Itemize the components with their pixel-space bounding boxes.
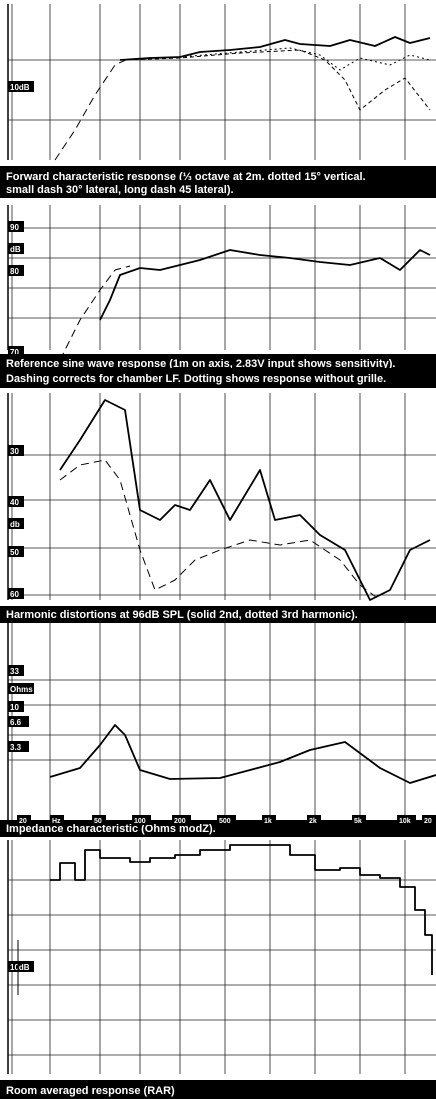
panel-1-series-3 xyxy=(54,57,131,161)
panel-3-series-1 xyxy=(59,459,381,601)
panel-2-caption-0: Reference sine wave response (1m on axis… xyxy=(6,358,395,370)
xtick-label-2: 50 xyxy=(94,818,102,825)
panel-4-caption-0: Impedance characteristic (Ohms modZ). xyxy=(6,823,216,835)
xtick-label-6: 1k xyxy=(264,818,272,825)
panel-1-series-2 xyxy=(119,49,431,111)
panel-2-ylabel-3: 70 xyxy=(10,348,19,357)
panel-2-series-1 xyxy=(59,265,131,361)
panel-4-ylabel-4: 3.3 xyxy=(10,743,22,752)
panel-4-ylabel-2: 10 xyxy=(10,703,19,712)
panel-1-ylabel-0: 10dB xyxy=(10,83,30,92)
panel-2-ylabel-1: dB xyxy=(10,245,21,254)
panel-2-ylabel-2: 80 xyxy=(10,267,19,276)
panel-1-caption-bar-1 xyxy=(0,180,436,198)
panel-4-ylabel-3: 6.6 xyxy=(10,718,22,727)
xtick-box-3 xyxy=(132,815,151,825)
panel-3-ylabel-1: 40 xyxy=(10,498,19,507)
xtick-label-4: 200 xyxy=(174,818,186,825)
panel-3-ylabel-2: db xyxy=(10,520,20,529)
panel-4-ylabel-box-1 xyxy=(8,683,34,694)
panel-2-ylabel-box-3 xyxy=(8,346,24,357)
panel-2-caption-1: Dashing corrects for chamber LF. Dotting… xyxy=(6,373,386,385)
panel-5-caption-0: Room averaged response (RAR) xyxy=(6,1085,175,1097)
panel-3-ylabel-0: 30 xyxy=(10,447,19,456)
xtick-label-1: Hz xyxy=(52,818,61,825)
xtick-label-10: 20 xyxy=(424,818,432,825)
panel-3-ylabel-box-3 xyxy=(8,546,24,557)
xtick-box-5 xyxy=(217,815,236,825)
panel-3-ylabel-box-0 xyxy=(8,445,24,456)
panel-3-ylabel-box-4 xyxy=(8,588,24,599)
xtick-label-3: 100 xyxy=(134,818,146,825)
panel-3-ylabel-box-1 xyxy=(8,496,24,507)
panel-1-series-1 xyxy=(119,47,431,71)
panel-4-ylabel-box-3 xyxy=(8,716,29,727)
panel-4-ylabel-1: Ohms xyxy=(10,685,33,694)
xtick-box-6 xyxy=(262,815,276,825)
xtick-label-7: 2k xyxy=(309,818,317,825)
panel-1-caption-1: small dash 30° lateral, long dash 45 lat… xyxy=(6,184,234,196)
panel-4-ylabel-box-4 xyxy=(8,741,29,752)
panel-3-caption-0: Harmonic distortions at 96dB SPL (solid … xyxy=(6,609,358,621)
panel-2-ylabel-box-2 xyxy=(8,265,24,276)
panel-4-series-0 xyxy=(49,724,436,784)
panel-3-series-0 xyxy=(59,399,431,601)
xtick-box-9 xyxy=(397,815,416,825)
panel-2-series-0 xyxy=(99,249,431,321)
panel-1-caption-bar-0 xyxy=(0,166,436,182)
xtick-label-0: 20 xyxy=(19,818,27,825)
panel-3-ylabel-3: 50 xyxy=(10,548,19,557)
panel-4-caption-bar-0 xyxy=(0,820,436,837)
panel-3-ylabel-4: 60 xyxy=(10,590,19,599)
xtick-label-5: 500 xyxy=(219,818,231,825)
panel-5-ylabel-box-0 xyxy=(8,961,34,972)
xtick-label-8: 5k xyxy=(354,818,362,825)
panel-4-ylabel-box-2 xyxy=(8,701,24,712)
xtick-box-0 xyxy=(17,815,31,825)
panel-2-ylabel-0: 90 xyxy=(10,223,19,232)
xtick-label-9: 10k xyxy=(399,818,411,825)
panel-2-caption-bar-1 xyxy=(0,368,436,388)
xtick-box-2 xyxy=(92,815,106,825)
panel-5-ylabel-0: 10dB xyxy=(10,963,30,972)
xtick-box-4 xyxy=(172,815,191,825)
panel-5-caption-bar-0 xyxy=(0,1080,436,1099)
panel-1-ylabel-box-0 xyxy=(8,81,34,92)
panel-5-series-0 xyxy=(50,844,433,975)
panel-1-series-0 xyxy=(119,36,431,61)
panel-2-ylabel-box-0 xyxy=(8,221,24,232)
panel-4-ylabel-0: 33 xyxy=(10,667,19,676)
panel-4-ylabel-box-0 xyxy=(8,665,24,676)
xtick-box-8 xyxy=(352,815,366,825)
panel-3-ylabel-box-2 xyxy=(8,518,24,529)
xtick-box-7 xyxy=(307,815,321,825)
panel-2-caption-bar-0 xyxy=(0,354,436,372)
xtick-box-1 xyxy=(50,815,64,825)
panel-2-ylabel-box-1 xyxy=(8,243,24,254)
xtick-box-10 xyxy=(422,815,436,825)
panel-3-caption-bar-0 xyxy=(0,606,436,623)
